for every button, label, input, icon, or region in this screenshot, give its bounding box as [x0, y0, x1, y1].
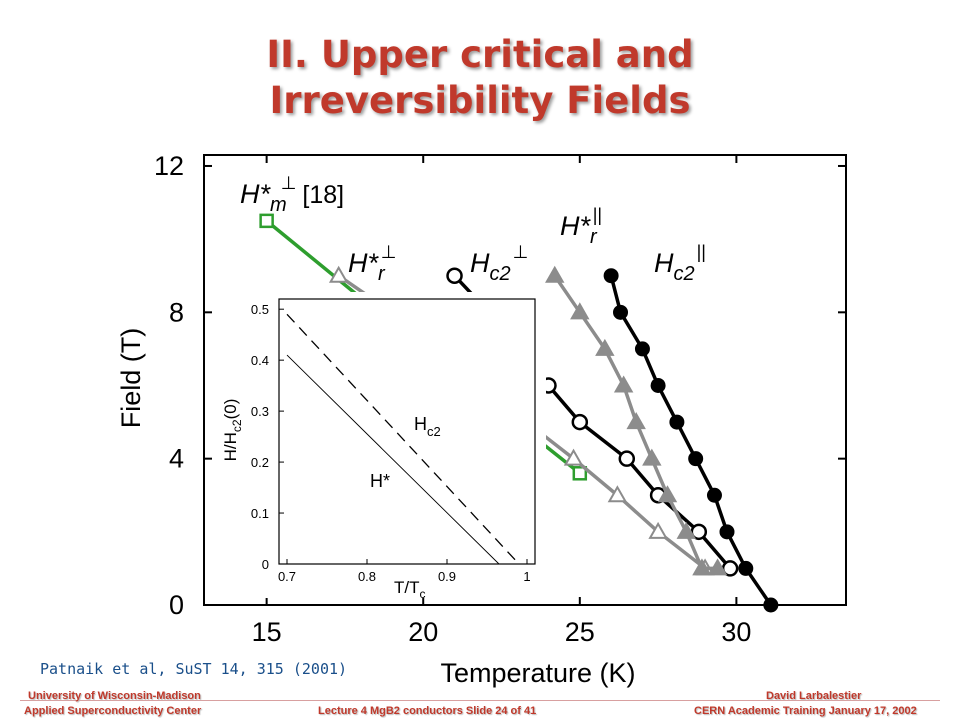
inset-x-tick-label-3: 1 [523, 569, 530, 584]
inset-y-label-tail: (0) [221, 399, 240, 420]
series-4-point-3 [650, 377, 666, 393]
main-y-tick-label-2: 8 [169, 297, 184, 327]
inset-label-hstar: H* [370, 471, 390, 491]
label-hm-perp-sub: m [270, 194, 287, 216]
series-line-3 [553, 274, 718, 571]
inset-y-tick-label-4: 0.4 [251, 353, 269, 368]
inset-label-hc2-main: H [414, 414, 427, 434]
main-x-tick-label-2: 25 [565, 617, 595, 647]
series-2-point-4 [571, 413, 589, 431]
series-4-point-8 [738, 560, 754, 576]
series-1-point-0 [328, 265, 349, 283]
inset-background [230, 292, 546, 598]
label-hc2-perp-sub: c2 [490, 263, 511, 285]
main-x-tick-label-1: 20 [408, 617, 438, 647]
label-hr-perp-main: H* [348, 248, 379, 278]
label-hc2-perp: Hc2⊥ [470, 242, 528, 285]
main-x-tick-label-0: 15 [252, 617, 282, 647]
main-y-tick-label-1: 4 [169, 444, 184, 474]
label-hc2-par-sub: c2 [674, 263, 695, 285]
series-2-point-0 [446, 267, 463, 284]
series-3-point-1 [570, 302, 590, 320]
inset-y-tick-label-0: 0 [262, 557, 269, 572]
series-3-point-0 [545, 265, 565, 283]
series-4-point-6 [706, 487, 722, 503]
inset-y-label-sub: c2 [230, 419, 244, 432]
series-3-point-8 [692, 558, 712, 576]
series-2-point-5 [618, 450, 636, 467]
footer-event: CERN Academic Training January 17, 2002 [694, 705, 917, 717]
series-0-point-0 [259, 213, 274, 229]
inset-series-line-0 [286, 313, 520, 565]
series-1-point-5 [563, 448, 584, 466]
inset-y-tick-label-5: 0.5 [251, 302, 269, 317]
label-hr-par-main: H* [560, 211, 591, 241]
label-hr-par-sub: r [590, 226, 598, 248]
series-0-point-2 [572, 466, 588, 481]
series-3-point-7 [676, 521, 697, 539]
footer-divider [20, 700, 940, 701]
series-1-point-7 [648, 521, 668, 539]
series-line-4 [609, 275, 773, 606]
inset-y-tick-label-1: 0.1 [251, 506, 269, 521]
slide-title: II. Upper critical and Irreversibility F… [0, 32, 960, 124]
series-3-point-5 [642, 448, 662, 466]
title-line-2: Irreversibility Fields [269, 79, 691, 122]
footer-university: University of Wisconsin-Madison [28, 690, 201, 702]
inset-y-label-main: H/H [221, 432, 240, 461]
series-4-point-5 [688, 451, 704, 467]
series-4-point-9 [763, 597, 779, 613]
main-x-tick-label-3: 30 [721, 617, 751, 647]
inset-x-label-sub: c [420, 587, 426, 601]
series-4-point-4 [669, 414, 685, 430]
main-y-tick-label-0: 0 [169, 590, 184, 620]
label-hc2-perp-main: H [470, 248, 490, 278]
main-y-tick-label-3: 12 [154, 151, 184, 181]
main-y-axis-label: Field (T) [116, 328, 146, 429]
label-hr-par-sup: || [593, 205, 602, 225]
title-line-1: II. Upper critical and [266, 33, 694, 76]
label-hc2-par-main: H [654, 248, 674, 278]
series-3-point-3 [613, 375, 634, 393]
label-hm-perp-main: H* [240, 179, 271, 209]
inset-x-tick-label-0: 0.7 [278, 569, 296, 584]
series-1-point-6 [607, 485, 628, 503]
footer-author: David Larbalestier [766, 690, 862, 702]
label-hr-perp-sup: ⊥ [381, 242, 397, 262]
label-hc2-perp-sup: ⊥ [513, 242, 529, 262]
label-hr-perp: H*r⊥ [348, 242, 396, 285]
main-x-axis-label: Temperature (K) [440, 658, 635, 688]
footer-center-name: Applied Superconductivity Center [24, 705, 202, 717]
series-4-point-7 [719, 524, 735, 540]
main-plot-frame [203, 154, 847, 606]
inset-x-axis-label: T/Tc [394, 578, 426, 601]
label-hc2-par: Hc2|| [654, 242, 706, 285]
series-3-point-6 [657, 485, 678, 503]
inset-x-tick-label-1: 0.8 [358, 569, 376, 584]
inset-frame [278, 298, 536, 565]
label-hc2-par-sup: || [697, 242, 706, 262]
footer-lecture: Lecture 4 MgB2 conductors Slide 24 of 41 [318, 705, 537, 717]
inset-label-hc2-sub: c2 [427, 424, 441, 439]
series-4-point-1 [613, 304, 629, 320]
label-hm-perp: H*m⊥ [18] [240, 173, 344, 216]
series-3-point-4 [626, 412, 646, 430]
series-3-point-2 [595, 338, 615, 356]
inset-y-axis-label: H/Hc2(0) [221, 399, 244, 462]
series-4-point-0 [603, 268, 619, 284]
citation: Patnaik et al, SuST 14, 315 (2001) [40, 660, 348, 678]
label-hm-perp-sup: ⊥ [281, 173, 297, 193]
inset-x-label-main: T/T [394, 578, 420, 597]
inset-y-tick-label-3: 0.3 [251, 404, 269, 419]
label-hr-perp-sub: r [378, 263, 386, 285]
label-hr-par: H*r|| [560, 205, 602, 248]
series-4-point-2 [634, 341, 650, 357]
label-hm-perp-ref: [18] [302, 181, 344, 209]
inset-series-line-1 [286, 354, 519, 565]
inset-y-tick-label-2: 0.2 [251, 455, 269, 470]
inset-label-hc2: Hc2 [414, 414, 441, 439]
inset-x-tick-label-2: 0.9 [438, 569, 456, 584]
series-3-point-9 [707, 558, 728, 576]
